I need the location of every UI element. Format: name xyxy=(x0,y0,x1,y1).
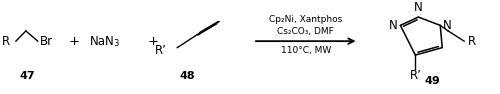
Text: N: N xyxy=(443,19,452,32)
Text: N: N xyxy=(388,19,398,32)
Text: Br: Br xyxy=(40,35,53,48)
Text: Cs₂CO₃, DMF: Cs₂CO₃, DMF xyxy=(278,27,334,36)
Text: +: + xyxy=(148,35,159,48)
Text: Cp₂Ni, Xantphos: Cp₂Ni, Xantphos xyxy=(269,15,342,24)
Text: N: N xyxy=(414,1,422,14)
Text: 3: 3 xyxy=(114,39,119,48)
Text: R’: R’ xyxy=(410,69,422,82)
Text: 48: 48 xyxy=(180,71,195,81)
Text: R: R xyxy=(2,35,10,48)
Text: 49: 49 xyxy=(424,76,440,86)
Text: 47: 47 xyxy=(19,71,34,81)
Text: R: R xyxy=(468,35,476,48)
Text: R’: R’ xyxy=(154,44,166,57)
Text: +: + xyxy=(68,35,79,48)
Text: NaN: NaN xyxy=(90,35,114,48)
Text: 110°C, MW: 110°C, MW xyxy=(280,46,331,55)
